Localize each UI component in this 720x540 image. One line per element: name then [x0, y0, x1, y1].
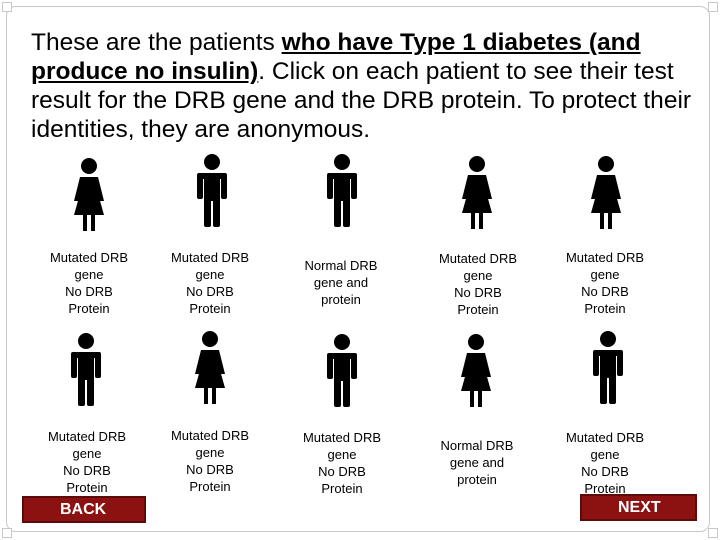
female-person-icon — [461, 334, 491, 407]
result-line: gene and — [449, 455, 505, 470]
result-line: No DRB — [186, 462, 234, 477]
patient-7[interactable] — [185, 330, 235, 405]
result-line: Protein — [584, 301, 626, 316]
result-line: Normal DRB — [440, 438, 514, 453]
result-line: Mutated DRB — [438, 251, 518, 266]
result-line: Mutated DRB — [49, 250, 129, 265]
patient-2[interactable] — [187, 153, 237, 228]
result-line: Protein — [189, 479, 231, 494]
slide-frame — [6, 6, 710, 532]
patient-1-result: Mutated DRB gene No DRB Protein — [29, 249, 149, 317]
male-person-icon — [593, 331, 623, 404]
result-line: Protein — [68, 301, 110, 316]
resize-handle — [708, 2, 718, 12]
patient-5[interactable] — [581, 155, 631, 230]
result-line: gene — [327, 447, 357, 462]
result-line: Protein — [457, 302, 499, 317]
patient-6[interactable] — [61, 332, 111, 407]
female-person-icon — [195, 331, 225, 404]
result-line: No DRB — [65, 284, 113, 299]
result-line: protein — [457, 472, 497, 487]
patient-1[interactable] — [64, 157, 114, 232]
patient-3[interactable] — [317, 153, 367, 228]
patient-3-result: Normal DRB gene and protein — [281, 257, 401, 308]
patient-8-result: Mutated DRB gene No DRB Protein — [282, 429, 402, 497]
resize-handle — [2, 2, 12, 12]
patient-7-result: Mutated DRB gene No DRB Protein — [150, 427, 270, 495]
result-line: No DRB — [63, 463, 111, 478]
male-person-icon — [327, 334, 357, 407]
result-line: gene — [74, 267, 104, 282]
patient-10-result: Mutated DRB gene No DRB Protein — [545, 429, 665, 497]
result-line: No DRB — [581, 464, 629, 479]
female-person-icon — [74, 158, 104, 231]
instructions-lead: These are the patients — [31, 29, 282, 56]
result-line: No DRB — [186, 284, 234, 299]
patient-2-result: Mutated DRB gene No DRB Protein — [150, 249, 270, 317]
male-person-icon — [197, 154, 227, 227]
result-line: gene and — [313, 275, 369, 290]
result-line: Protein — [189, 301, 231, 316]
patient-4-result: Mutated DRB gene No DRB Protein — [418, 250, 538, 318]
result-line: Mutated DRB — [170, 250, 250, 265]
result-line: No DRB — [581, 284, 629, 299]
result-line: gene — [195, 267, 225, 282]
patient-6-result: Mutated DRB gene No DRB Protein — [27, 428, 147, 496]
patient-8[interactable] — [317, 333, 367, 408]
male-person-icon — [327, 154, 357, 227]
result-line: No DRB — [454, 285, 502, 300]
instructions-emphasis: who have Type 1 diabetes (and produce no… — [31, 29, 641, 85]
patient-9[interactable] — [451, 333, 501, 408]
result-line: gene — [590, 447, 620, 462]
result-line: Mutated DRB — [565, 430, 645, 445]
result-line: Mutated DRB — [47, 429, 127, 444]
result-line: Normal DRB — [304, 258, 378, 273]
result-line: protein — [321, 292, 361, 307]
result-line: Mutated DRB — [565, 250, 645, 265]
result-line: Mutated DRB — [170, 428, 250, 443]
patient-10[interactable] — [583, 330, 633, 405]
instructions-text: These are the patients who have Type 1 d… — [31, 28, 696, 144]
result-line: gene — [590, 267, 620, 282]
instructions-rest: . Click on each patient to see their tes… — [31, 58, 692, 143]
result-line: gene — [463, 268, 493, 283]
male-person-icon — [71, 333, 101, 406]
resize-handle — [708, 528, 718, 538]
female-person-icon — [591, 156, 621, 229]
patient-5-result: Mutated DRB gene No DRB Protein — [545, 249, 665, 317]
result-line: Protein — [584, 481, 626, 496]
result-line: No DRB — [318, 464, 366, 479]
patient-9-result: Normal DRB gene and protein — [417, 437, 537, 488]
patient-4[interactable] — [452, 155, 502, 230]
next-button[interactable]: NEXT — [580, 494, 697, 521]
result-line: gene — [72, 446, 102, 461]
result-line: Protein — [66, 480, 108, 495]
result-line: Protein — [321, 481, 363, 496]
resize-handle — [2, 528, 12, 538]
female-person-icon — [462, 156, 492, 229]
result-line: gene — [195, 445, 225, 460]
result-line: Mutated DRB — [302, 430, 382, 445]
back-button[interactable]: BACK — [22, 496, 146, 523]
